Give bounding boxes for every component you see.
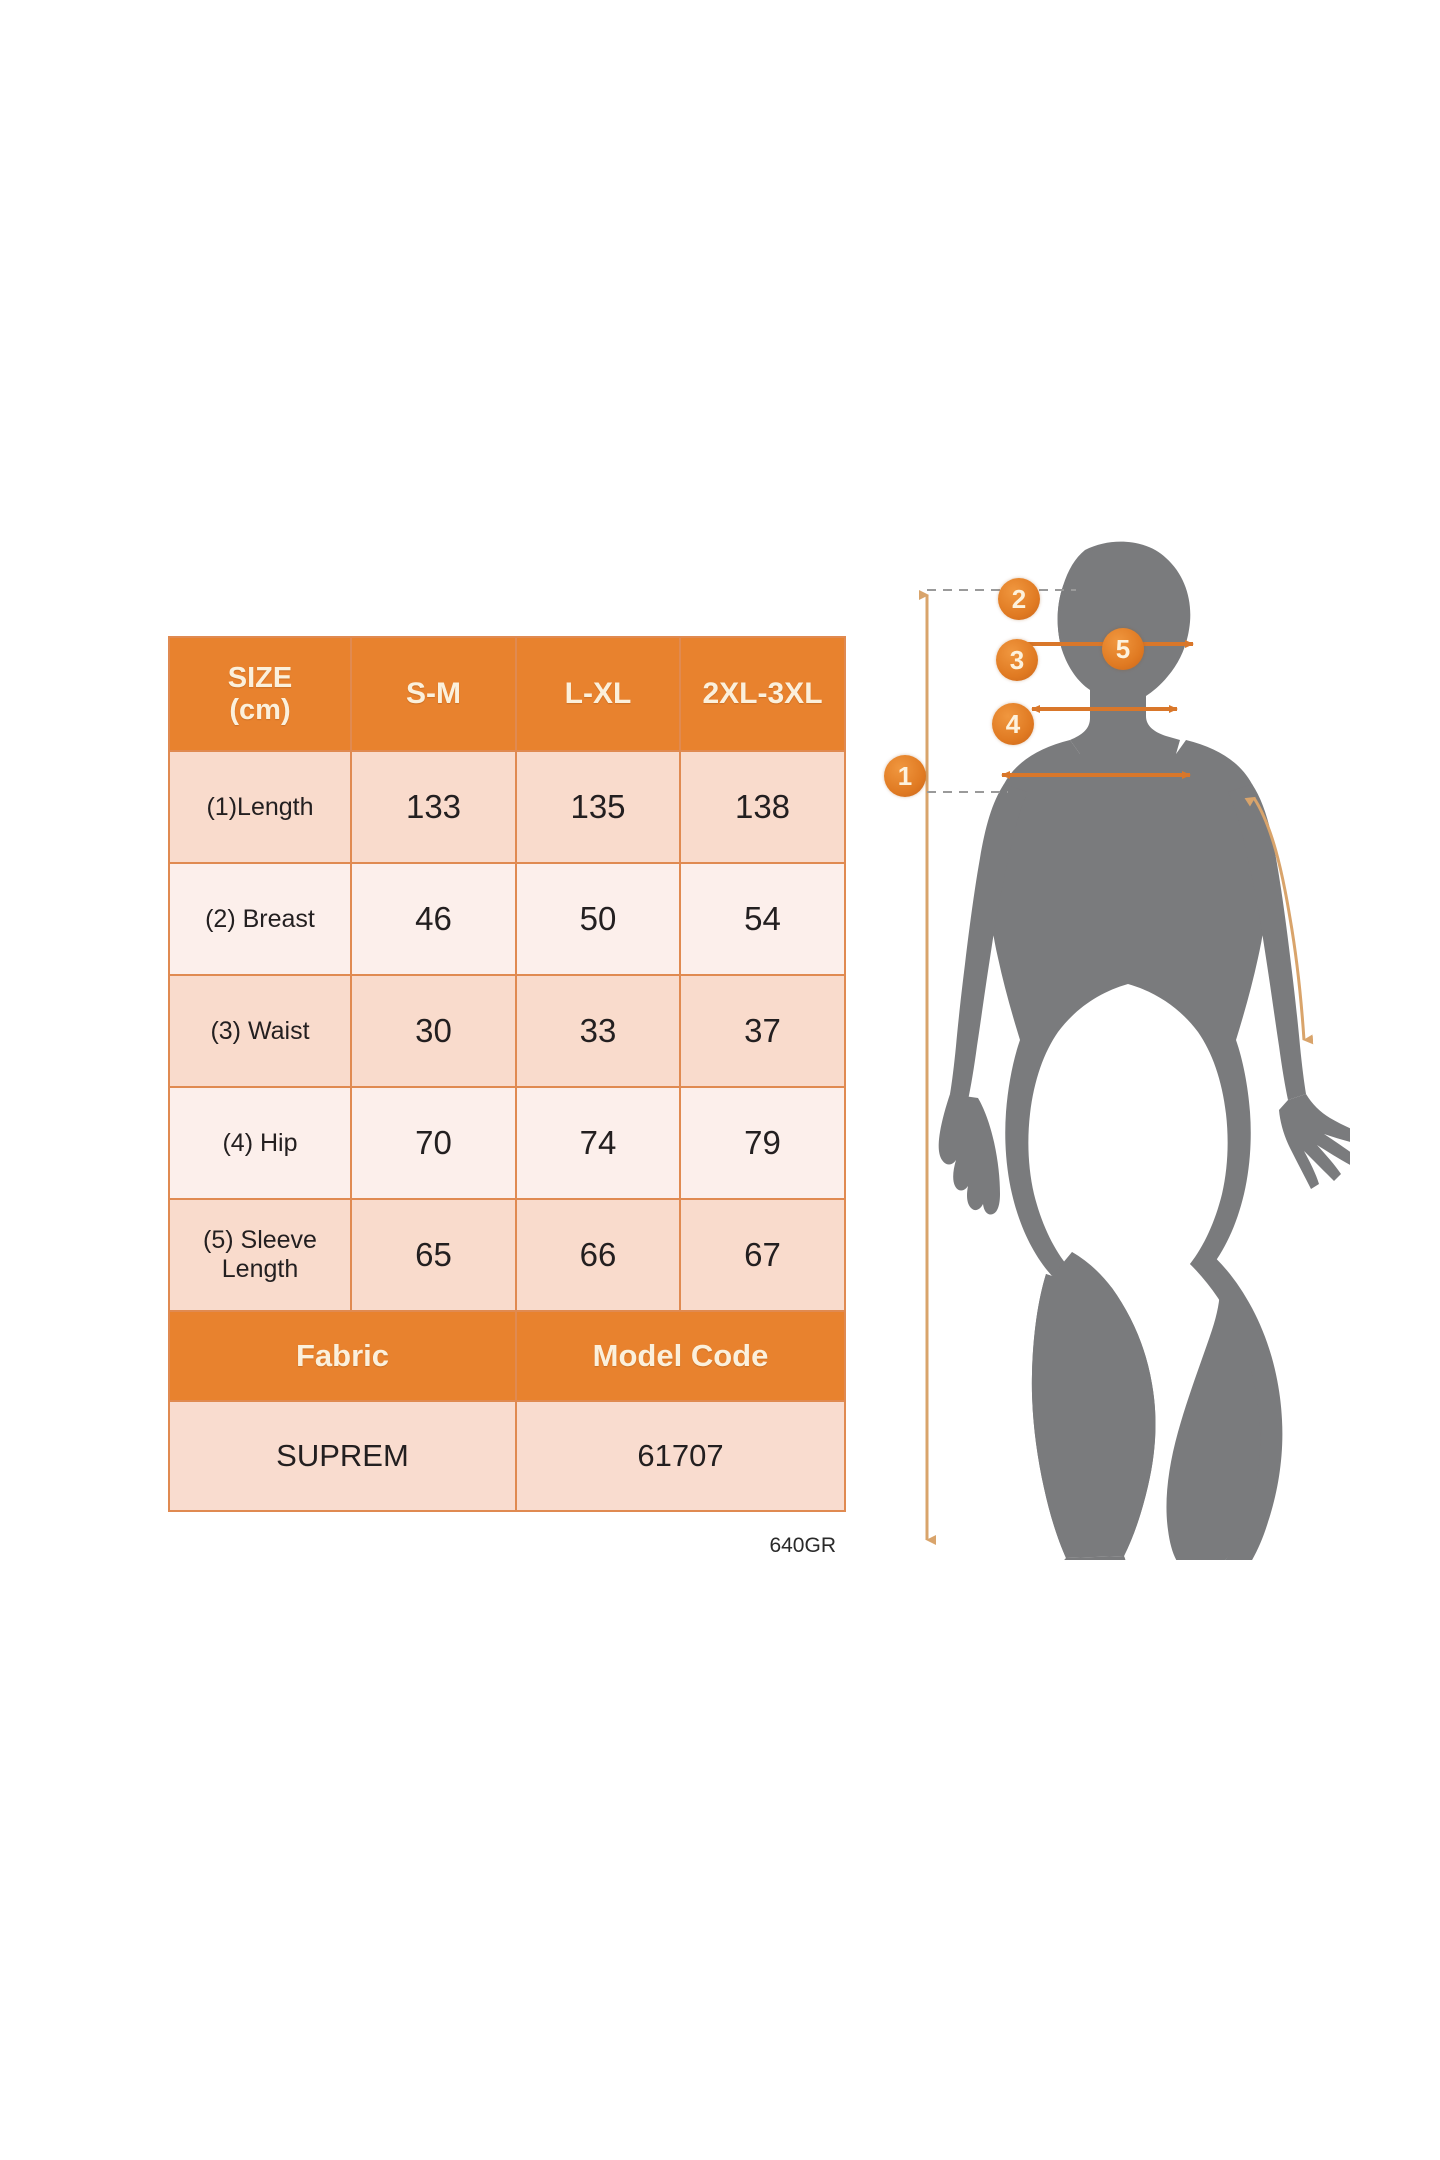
footer-value-model-code: 61707 <box>515 1400 846 1512</box>
table-header-row: SIZE (cm) S-M L-XL 2XL-3XL <box>168 636 846 752</box>
cell-length-2xl3xl: 138 <box>679 750 846 864</box>
row-label-waist: (3) Waist <box>168 974 352 1088</box>
measure-line-5-sleeve <box>1244 796 1314 1045</box>
row-label-sleeve-line2: Length <box>221 1255 299 1283</box>
cell-waist-2xl3xl: 37 <box>679 974 846 1088</box>
weight-note: 640GR <box>769 1534 836 1557</box>
cell-sleeve-sm: 65 <box>350 1198 517 1312</box>
cell-breast-sm: 46 <box>350 862 517 976</box>
table-row: (2) Breast 46 50 54 <box>168 862 846 976</box>
row-label-sleeve-length: (5) Sleeve Length <box>168 1198 352 1312</box>
table-row: (3) Waist 30 33 37 <box>168 974 846 1088</box>
header-size-line2: (cm) <box>229 694 291 726</box>
table-row: (4) Hip 70 74 79 <box>168 1086 846 1200</box>
table-footer-header-row: Fabric Model Code <box>168 1310 846 1402</box>
header-cell-sm: S-M <box>350 636 517 752</box>
table-footer-value-row: SUPREM 61707 <box>168 1400 846 1512</box>
row-label-sleeve-line1: (5) Sleeve <box>203 1226 317 1255</box>
body-measurement-diagram: 1 2 3 4 5 <box>880 540 1350 1560</box>
row-label-breast: (2) Breast <box>168 862 352 976</box>
silhouette-body <box>938 541 1350 1560</box>
cell-hip-sm: 70 <box>350 1086 517 1200</box>
header-cell-2xl3xl: 2XL-3XL <box>679 636 846 752</box>
row-label-length: (1)Length <box>168 750 352 864</box>
table-row: (1)Length 133 135 138 <box>168 750 846 864</box>
footer-header-fabric: Fabric <box>168 1310 517 1402</box>
header-cell-lxl: L-XL <box>515 636 681 752</box>
header-cell-size: SIZE (cm) <box>168 636 352 752</box>
cell-waist-sm: 30 <box>350 974 517 1088</box>
header-size-line1: SIZE <box>227 661 293 694</box>
cell-sleeve-lxl: 66 <box>515 1198 681 1312</box>
cell-waist-lxl: 33 <box>515 974 681 1088</box>
cell-length-sm: 133 <box>350 750 517 864</box>
table-row: (5) Sleeve Length 65 66 67 <box>168 1198 846 1312</box>
size-chart-table: SIZE (cm) S-M L-XL 2XL-3XL (1)Length 133… <box>168 636 846 1512</box>
footer-header-model-code: Model Code <box>515 1310 846 1402</box>
row-label-hip: (4) Hip <box>168 1086 352 1200</box>
cell-hip-2xl3xl: 79 <box>679 1086 846 1200</box>
footer-value-fabric: SUPREM <box>168 1400 517 1512</box>
cell-hip-lxl: 74 <box>515 1086 681 1200</box>
cell-sleeve-2xl3xl: 67 <box>679 1198 846 1312</box>
cell-breast-2xl3xl: 54 <box>679 862 846 976</box>
cell-length-lxl: 135 <box>515 750 681 864</box>
cell-breast-lxl: 50 <box>515 862 681 976</box>
female-silhouette-icon <box>919 541 1350 1560</box>
